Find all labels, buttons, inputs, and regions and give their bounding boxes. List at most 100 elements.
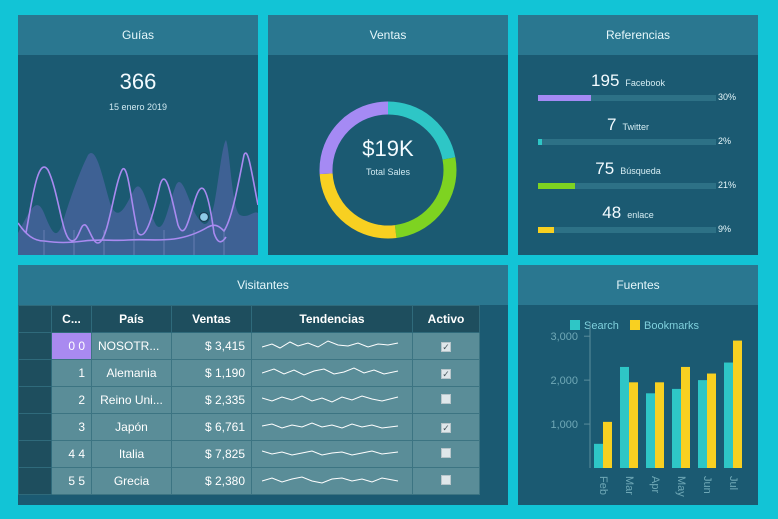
- cell-ventas[interactable]: $ 2,380: [171, 467, 252, 495]
- cell-activo[interactable]: ✓: [412, 413, 480, 441]
- cell-activo[interactable]: [412, 467, 480, 495]
- cell-trend[interactable]: [251, 467, 413, 495]
- guias-line-1: [25, 166, 227, 244]
- column-header-tendencias[interactable]: Tendencias: [251, 305, 413, 333]
- cell-activo[interactable]: ✓: [412, 332, 480, 360]
- row-header[interactable]: [18, 359, 52, 387]
- cell-ventas[interactable]: $ 1,190: [171, 359, 252, 387]
- ref-bar-track: [538, 183, 716, 189]
- activo-checkbox[interactable]: [441, 448, 451, 458]
- guias-marker[interactable]: [198, 211, 210, 223]
- grid-header-row: C... País Ventas Tendencias Activo: [18, 305, 480, 333]
- cell-trend[interactable]: [251, 332, 413, 360]
- cell-code[interactable]: 3: [51, 413, 92, 441]
- activo-checkbox[interactable]: ✓: [441, 369, 451, 379]
- row-header[interactable]: [18, 440, 52, 468]
- cell-pais[interactable]: Alemania: [91, 359, 172, 387]
- column-header-activo[interactable]: Activo: [412, 305, 480, 333]
- column-header-pais[interactable]: País: [91, 305, 172, 333]
- guias-gridlines: [43, 230, 225, 255]
- visitantes-panel: Visitantes C... País Ventas Tendencias A…: [18, 265, 508, 505]
- table-row[interactable]: 2 Reino Uni... $ 2,335: [18, 386, 480, 414]
- row-header[interactable]: [18, 467, 52, 495]
- cell-ventas[interactable]: $ 6,761: [171, 413, 252, 441]
- column-header-ventas[interactable]: Ventas: [171, 305, 252, 333]
- table-row[interactable]: 0 0 NOSOTR... $ 3,415 ✓: [18, 332, 480, 360]
- column-header-code[interactable]: C...: [51, 305, 92, 333]
- cell-pais[interactable]: Italia: [91, 440, 172, 468]
- activo-checkbox[interactable]: ✓: [441, 423, 451, 433]
- cell-activo[interactable]: ✓: [412, 359, 480, 387]
- visitantes-grid: C... País Ventas Tendencias Activo 0 0 N…: [18, 305, 480, 495]
- cell-trend[interactable]: [251, 386, 413, 414]
- bar-search-may[interactable]: [672, 388, 681, 468]
- grid-corner-cell[interactable]: [18, 305, 52, 333]
- cell-trend[interactable]: [251, 359, 413, 387]
- table-row[interactable]: 5 5 Grecia $ 2,380: [18, 467, 480, 495]
- bar-bookmarks-may[interactable]: [681, 366, 690, 468]
- cell-trend[interactable]: [251, 413, 413, 441]
- bar-search-feb[interactable]: [594, 443, 603, 468]
- ref-count: 7: [607, 115, 617, 134]
- cell-pais[interactable]: Grecia: [91, 467, 172, 495]
- ref-bar-fill: [538, 183, 576, 189]
- bar-bookmarks-feb[interactable]: [603, 421, 612, 468]
- cell-pais[interactable]: NOSOTR...: [91, 332, 172, 360]
- ref-name: enlace: [627, 210, 654, 220]
- bar-search-mar[interactable]: [620, 366, 629, 468]
- ref-name: Búsqueda: [620, 166, 661, 176]
- fuentes-panel: Fuentes Search Bookmarks 3,000 2,000 1,000 …: [518, 265, 758, 505]
- cell-pais[interactable]: Reino Uni...: [91, 386, 172, 414]
- bar-bookmarks-mar[interactable]: [629, 382, 638, 468]
- bar-search-apr[interactable]: [646, 393, 655, 468]
- guias-value: 366: [119, 69, 157, 94]
- activo-checkbox[interactable]: [441, 475, 451, 485]
- trend-sparkline: [261, 366, 399, 376]
- table-row[interactable]: 4 4 Italia $ 7,825: [18, 440, 480, 468]
- legend-label-0[interactable]: Search: [584, 320, 619, 332]
- row-header[interactable]: [18, 386, 52, 414]
- bar-bookmarks-apr[interactable]: [655, 382, 664, 468]
- cell-code[interactable]: 4 4: [51, 440, 92, 468]
- bar-search-jul[interactable]: [724, 362, 733, 468]
- donut-segment-2[interactable]: [319, 101, 457, 239]
- donut-segment-1[interactable]: [319, 101, 457, 239]
- cell-activo[interactable]: [412, 386, 480, 414]
- bar-bookmarks-jun[interactable]: [707, 373, 716, 468]
- fuentes-title: Fuentes: [518, 265, 758, 305]
- ref-row-busqueda: 75 Búsqueda 21%: [538, 159, 738, 199]
- cell-code[interactable]: 1: [51, 359, 92, 387]
- cell-code[interactable]: 5 5: [51, 467, 92, 495]
- bar-search-jun[interactable]: [698, 380, 707, 468]
- table-row[interactable]: 3 Japón $ 6,761 ✓: [18, 413, 480, 441]
- ref-bar-track: [538, 227, 716, 233]
- cell-ventas[interactable]: $ 7,825: [171, 440, 252, 468]
- x-tick-label: Feb: [597, 476, 609, 495]
- table-row[interactable]: 1 Alemania $ 1,190 ✓: [18, 359, 480, 387]
- cell-ventas[interactable]: $ 2,335: [171, 386, 252, 414]
- cell-trend[interactable]: [251, 440, 413, 468]
- ref-name: Twitter: [622, 122, 649, 132]
- trend-sparkline: [261, 394, 399, 403]
- activo-checkbox[interactable]: ✓: [441, 342, 451, 352]
- legend-label-1[interactable]: Bookmarks: [644, 320, 700, 332]
- bar-bookmarks-jul[interactable]: [733, 340, 742, 468]
- guias-panel: Guías 366 15 enero 2019: [18, 15, 258, 255]
- ref-percent: 30%: [718, 92, 737, 102]
- donut-segment-3[interactable]: [319, 101, 457, 239]
- cell-pais[interactable]: Japón: [91, 413, 172, 441]
- ref-row-enlace: 48 enlace 9%: [538, 203, 738, 243]
- cell-code[interactable]: 2: [51, 386, 92, 414]
- row-header[interactable]: [18, 413, 52, 441]
- legend-swatch-1: [630, 320, 640, 330]
- ref-bar-track: [538, 95, 716, 101]
- trend-sparkline: [261, 339, 399, 349]
- ref-name: Facebook: [625, 78, 665, 88]
- guias-area: [18, 140, 258, 255]
- row-header[interactable]: [18, 332, 52, 360]
- cell-code[interactable]: 0 0: [51, 332, 92, 360]
- cell-ventas[interactable]: $ 3,415: [171, 332, 252, 360]
- cell-activo[interactable]: [412, 440, 480, 468]
- x-tick-label: Apr: [649, 476, 661, 493]
- activo-checkbox[interactable]: [441, 394, 451, 404]
